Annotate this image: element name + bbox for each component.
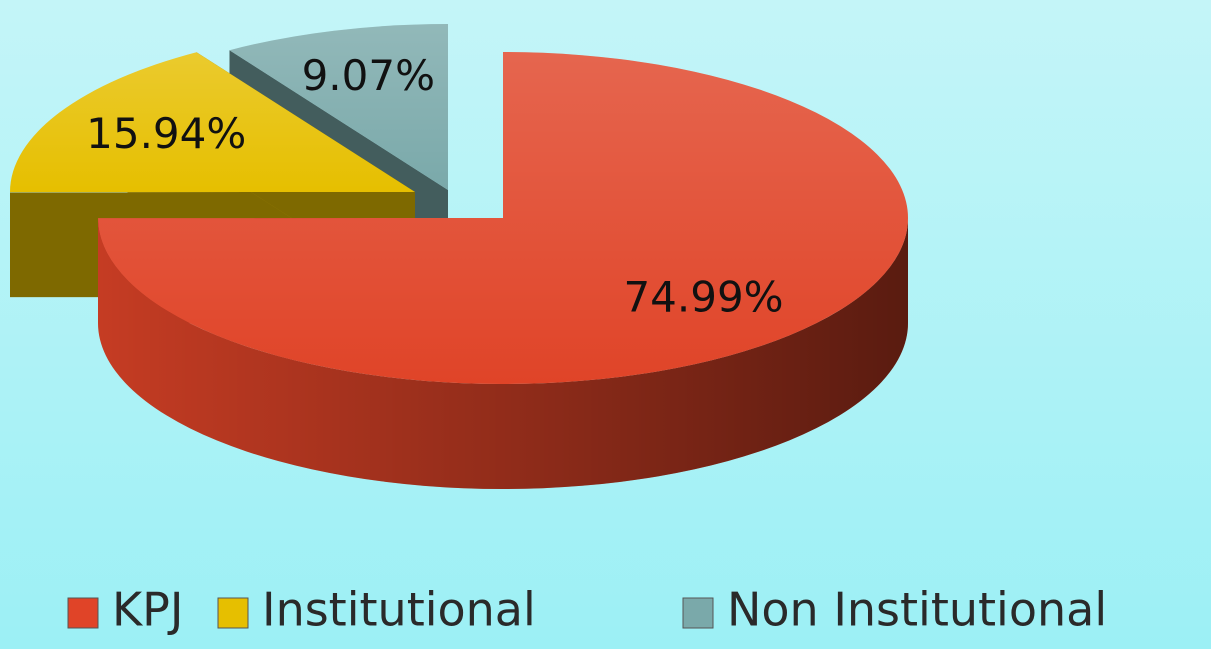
legend-swatch bbox=[682, 597, 714, 629]
pie bbox=[9, 24, 909, 489]
legend-label: KPJ bbox=[112, 583, 183, 637]
legend-swatch bbox=[67, 597, 99, 629]
slice-gloss bbox=[10, 52, 416, 193]
slice-side-shade bbox=[98, 218, 909, 489]
slice-gloss bbox=[229, 24, 448, 190]
legend-swatch bbox=[217, 597, 249, 629]
data-label: 15.94% bbox=[86, 109, 246, 158]
data-label: 9.07% bbox=[302, 51, 435, 100]
labels: 9.07% 15.94% 74.99% bbox=[86, 51, 783, 322]
legend: KPJ Institutional Non Institutional bbox=[67, 583, 1107, 637]
legend-label: Institutional bbox=[262, 583, 536, 637]
slice-gloss bbox=[98, 52, 909, 384]
data-label: 74.99% bbox=[623, 273, 783, 322]
legend-label: Non Institutional bbox=[727, 583, 1107, 637]
